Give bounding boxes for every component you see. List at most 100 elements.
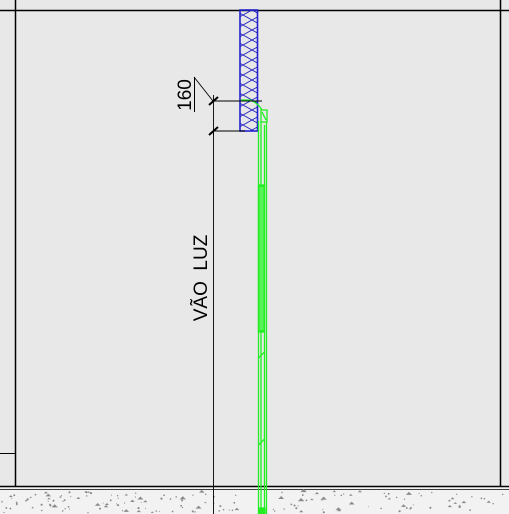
concrete-speckle	[135, 492, 137, 494]
concrete-speckle	[61, 510, 64, 512]
concrete-speckle	[191, 510, 194, 513]
concrete-aggregate	[335, 507, 342, 511]
concrete-aggregate	[314, 492, 319, 495]
concrete-aggregate	[300, 488, 307, 493]
concrete-aggregate	[179, 496, 186, 500]
concrete-speckle	[297, 505, 299, 507]
concrete-aggregate	[278, 496, 285, 499]
concrete-speckle	[15, 502, 18, 505]
concrete-speckle	[25, 499, 27, 502]
concrete-speckle	[322, 508, 324, 510]
concrete-aggregate	[104, 502, 109, 506]
concrete-speckle	[116, 495, 119, 497]
concrete-aggregate	[123, 509, 130, 512]
concrete-speckle	[322, 511, 325, 514]
concrete-speckle	[98, 507, 102, 510]
concrete-speckle	[102, 502, 104, 504]
concrete-speckle	[231, 509, 234, 512]
concrete-aggregate	[447, 504, 452, 508]
concrete-aggregate	[8, 495, 13, 498]
concrete-speckle	[69, 508, 70, 510]
concrete-speckle	[63, 499, 66, 502]
concrete-speckle	[1, 500, 3, 503]
dimension-label-160: 160	[175, 79, 196, 111]
concrete-aggregate	[453, 502, 458, 504]
concrete-speckle	[222, 508, 225, 511]
concrete-aggregate	[143, 500, 148, 503]
concrete-speckle	[469, 509, 471, 511]
concrete-speckle	[110, 494, 113, 496]
concrete-speckle	[9, 507, 12, 510]
concrete-speckle	[405, 507, 408, 509]
concrete-aggregate	[51, 504, 58, 508]
concrete-speckle	[283, 508, 285, 510]
concrete-speckle	[115, 503, 118, 505]
concrete-speckle	[85, 495, 88, 497]
concrete-speckle	[205, 501, 207, 504]
concrete-aggregate	[124, 493, 129, 496]
concrete-speckle	[367, 506, 369, 508]
concrete-aggregate	[136, 509, 141, 513]
concrete-aggregate	[401, 504, 407, 507]
sandwich-wall-panel	[239, 9, 259, 132]
concrete-speckle	[281, 491, 283, 494]
concrete-speckle	[380, 507, 382, 510]
concrete-speckle	[87, 512, 89, 514]
concrete-speckle	[293, 504, 296, 507]
concrete-speckle	[117, 504, 120, 507]
concrete-aggregate	[47, 497, 51, 500]
concrete-speckle	[60, 495, 63, 497]
concrete-aggregate	[387, 497, 392, 500]
concrete-speckle	[321, 499, 323, 501]
concrete-speckle	[455, 493, 458, 495]
concrete-speckle	[273, 510, 276, 512]
concrete-speckle	[145, 507, 147, 509]
concrete-speckle	[420, 494, 423, 497]
concrete-speckle	[418, 492, 420, 494]
concrete-speckle	[64, 508, 66, 510]
concrete-speckle	[175, 496, 177, 498]
concrete-speckle	[218, 510, 221, 512]
concrete-speckle	[13, 494, 16, 497]
concrete-speckle	[158, 510, 160, 512]
concrete-speckle	[169, 498, 172, 500]
concrete-aggregate	[195, 505, 202, 509]
concrete-aggregate	[299, 510, 304, 513]
concrete-speckle	[383, 492, 385, 495]
concrete-aggregate	[45, 493, 52, 497]
concrete-speckle	[398, 510, 401, 513]
concrete-speckle	[290, 503, 293, 506]
concrete-aggregate	[297, 497, 305, 502]
concrete-speckle	[68, 491, 71, 494]
concrete-speckle	[109, 499, 112, 502]
concrete-speckle	[480, 497, 483, 500]
concrete-speckle	[59, 496, 62, 498]
concrete-speckle	[272, 508, 274, 510]
concrete-speckle	[448, 499, 451, 502]
concrete-speckle	[155, 510, 157, 512]
concrete-speckle	[233, 501, 236, 504]
concrete-speckle	[343, 493, 345, 495]
concrete-speckle	[26, 498, 29, 501]
concrete-speckle	[11, 497, 13, 500]
concrete-speckle	[412, 504, 414, 506]
concrete-speckle	[431, 491, 433, 494]
concrete-aggregate	[320, 496, 327, 500]
concrete-speckle	[385, 495, 387, 498]
concrete-aggregate	[150, 511, 154, 513]
concrete-aggregate	[103, 504, 109, 508]
concrete-aggregate	[486, 500, 491, 503]
concrete-speckle	[429, 506, 432, 509]
concrete-speckle	[395, 496, 398, 499]
concrete-speckle	[204, 493, 207, 496]
concrete-speckle	[501, 493, 504, 496]
concrete-aggregate	[450, 497, 455, 500]
concrete-aggregate	[349, 493, 353, 496]
concrete-speckle	[387, 492, 390, 495]
concrete-speckle	[163, 494, 165, 497]
concrete-speckle	[171, 510, 174, 513]
concrete-speckle	[85, 491, 88, 494]
concrete-speckle	[40, 503, 43, 506]
concrete-speckle	[340, 494, 343, 497]
concrete-speckle	[121, 509, 124, 512]
